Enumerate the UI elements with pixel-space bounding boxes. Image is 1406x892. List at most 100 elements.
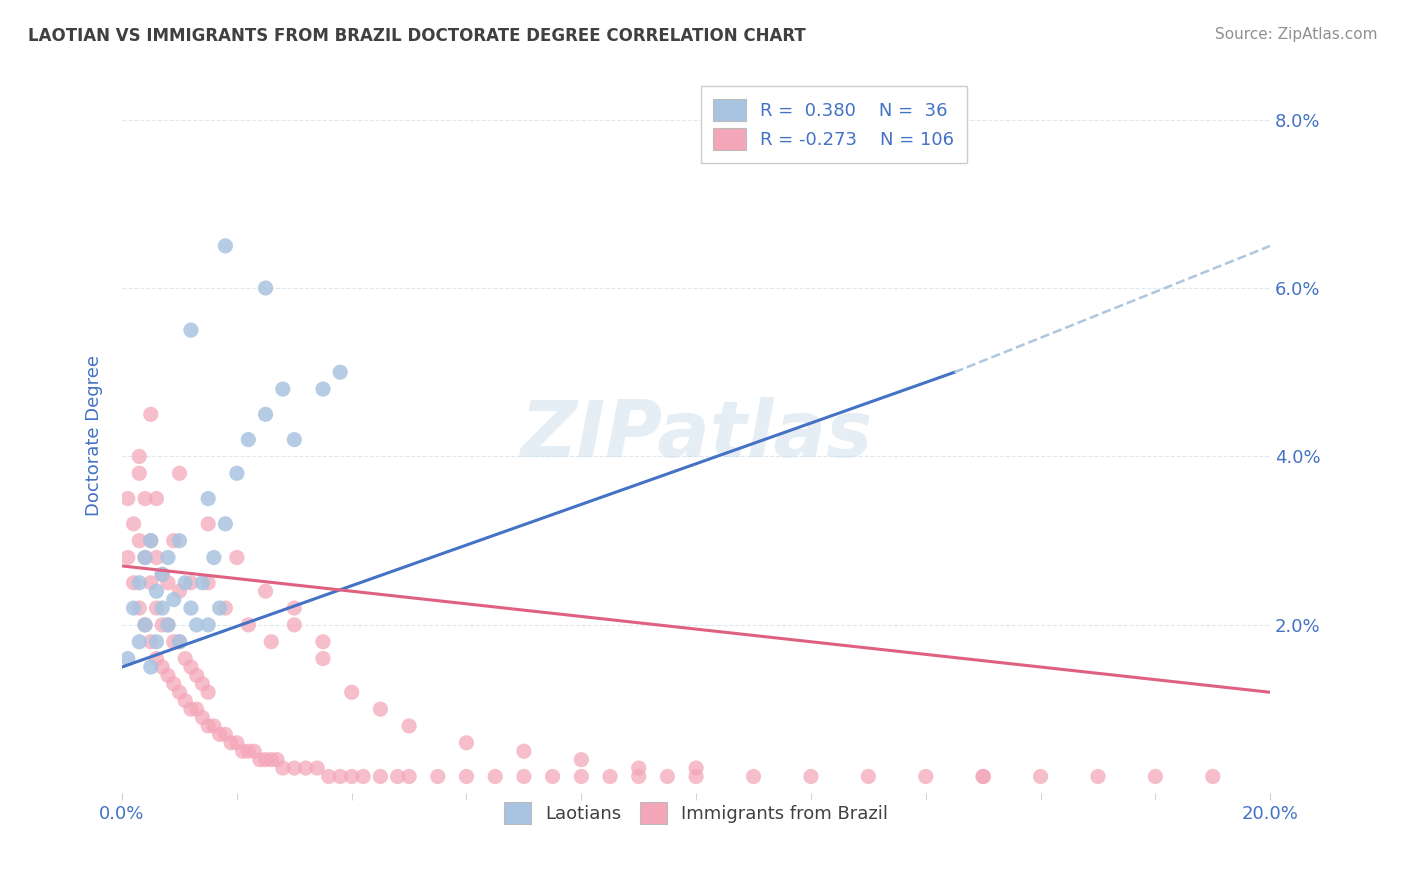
Point	[145, 550, 167, 565]
Point	[180, 702, 202, 716]
Point	[169, 533, 191, 548]
Point	[139, 634, 162, 648]
Point	[117, 651, 139, 665]
Text: ZIPatlas: ZIPatlas	[520, 398, 872, 474]
Point	[225, 550, 247, 565]
Point	[340, 770, 363, 784]
Point	[180, 601, 202, 615]
Point	[456, 770, 478, 784]
Point	[169, 685, 191, 699]
Point	[208, 601, 231, 615]
Point	[139, 575, 162, 590]
Point	[219, 736, 242, 750]
Point	[569, 753, 592, 767]
Point	[972, 770, 994, 784]
Point	[254, 408, 277, 422]
Point	[685, 770, 707, 784]
Point	[122, 601, 145, 615]
Point	[163, 533, 186, 548]
Point	[307, 761, 329, 775]
Point	[742, 770, 765, 784]
Point	[627, 770, 650, 784]
Point	[370, 770, 392, 784]
Point	[169, 467, 191, 481]
Point	[398, 770, 420, 784]
Y-axis label: Doctorate Degree: Doctorate Degree	[86, 355, 103, 516]
Point	[1087, 770, 1109, 784]
Point	[139, 533, 162, 548]
Point	[352, 770, 374, 784]
Point	[186, 618, 208, 632]
Point	[541, 770, 564, 784]
Point	[134, 491, 156, 506]
Text: LAOTIAN VS IMMIGRANTS FROM BRAZIL DOCTORATE DEGREE CORRELATION CHART: LAOTIAN VS IMMIGRANTS FROM BRAZIL DOCTOR…	[28, 27, 806, 45]
Point	[254, 281, 277, 295]
Point	[283, 433, 305, 447]
Point	[599, 770, 621, 784]
Point	[156, 618, 179, 632]
Point	[150, 601, 173, 615]
Point	[800, 770, 823, 784]
Point	[232, 744, 254, 758]
Point	[214, 516, 236, 531]
Point	[340, 685, 363, 699]
Point	[128, 450, 150, 464]
Point	[1144, 770, 1167, 784]
Point	[627, 761, 650, 775]
Point	[294, 761, 316, 775]
Point	[128, 601, 150, 615]
Legend: Laotians, Immigrants from Brazil: Laotians, Immigrants from Brazil	[494, 790, 898, 834]
Point	[312, 382, 335, 396]
Point	[145, 601, 167, 615]
Point	[122, 516, 145, 531]
Point	[169, 634, 191, 648]
Point	[214, 239, 236, 253]
Point	[225, 467, 247, 481]
Point	[271, 382, 294, 396]
Point	[513, 770, 536, 784]
Point	[174, 694, 197, 708]
Point	[238, 618, 260, 632]
Point	[186, 702, 208, 716]
Point	[329, 365, 352, 379]
Point	[283, 761, 305, 775]
Point	[243, 744, 266, 758]
Point	[180, 660, 202, 674]
Point	[254, 753, 277, 767]
Point	[145, 651, 167, 665]
Point	[197, 618, 219, 632]
Point	[156, 550, 179, 565]
Point	[139, 660, 162, 674]
Point	[197, 685, 219, 699]
Point	[202, 550, 225, 565]
Point	[117, 550, 139, 565]
Point	[249, 753, 271, 767]
Point	[238, 433, 260, 447]
Point	[163, 592, 186, 607]
Point	[150, 660, 173, 674]
Point	[134, 550, 156, 565]
Point	[150, 567, 173, 582]
Point	[191, 575, 214, 590]
Point	[214, 601, 236, 615]
Point	[197, 719, 219, 733]
Point	[254, 584, 277, 599]
Point	[318, 770, 340, 784]
Point	[685, 761, 707, 775]
Point	[426, 770, 449, 784]
Point	[197, 575, 219, 590]
Point	[180, 323, 202, 337]
Point	[156, 575, 179, 590]
Point	[128, 467, 150, 481]
Point	[858, 770, 880, 784]
Point	[238, 744, 260, 758]
Point	[387, 770, 409, 784]
Point	[186, 668, 208, 682]
Point	[128, 533, 150, 548]
Point	[139, 408, 162, 422]
Point	[128, 575, 150, 590]
Point	[283, 601, 305, 615]
Point	[156, 618, 179, 632]
Point	[128, 634, 150, 648]
Point	[312, 651, 335, 665]
